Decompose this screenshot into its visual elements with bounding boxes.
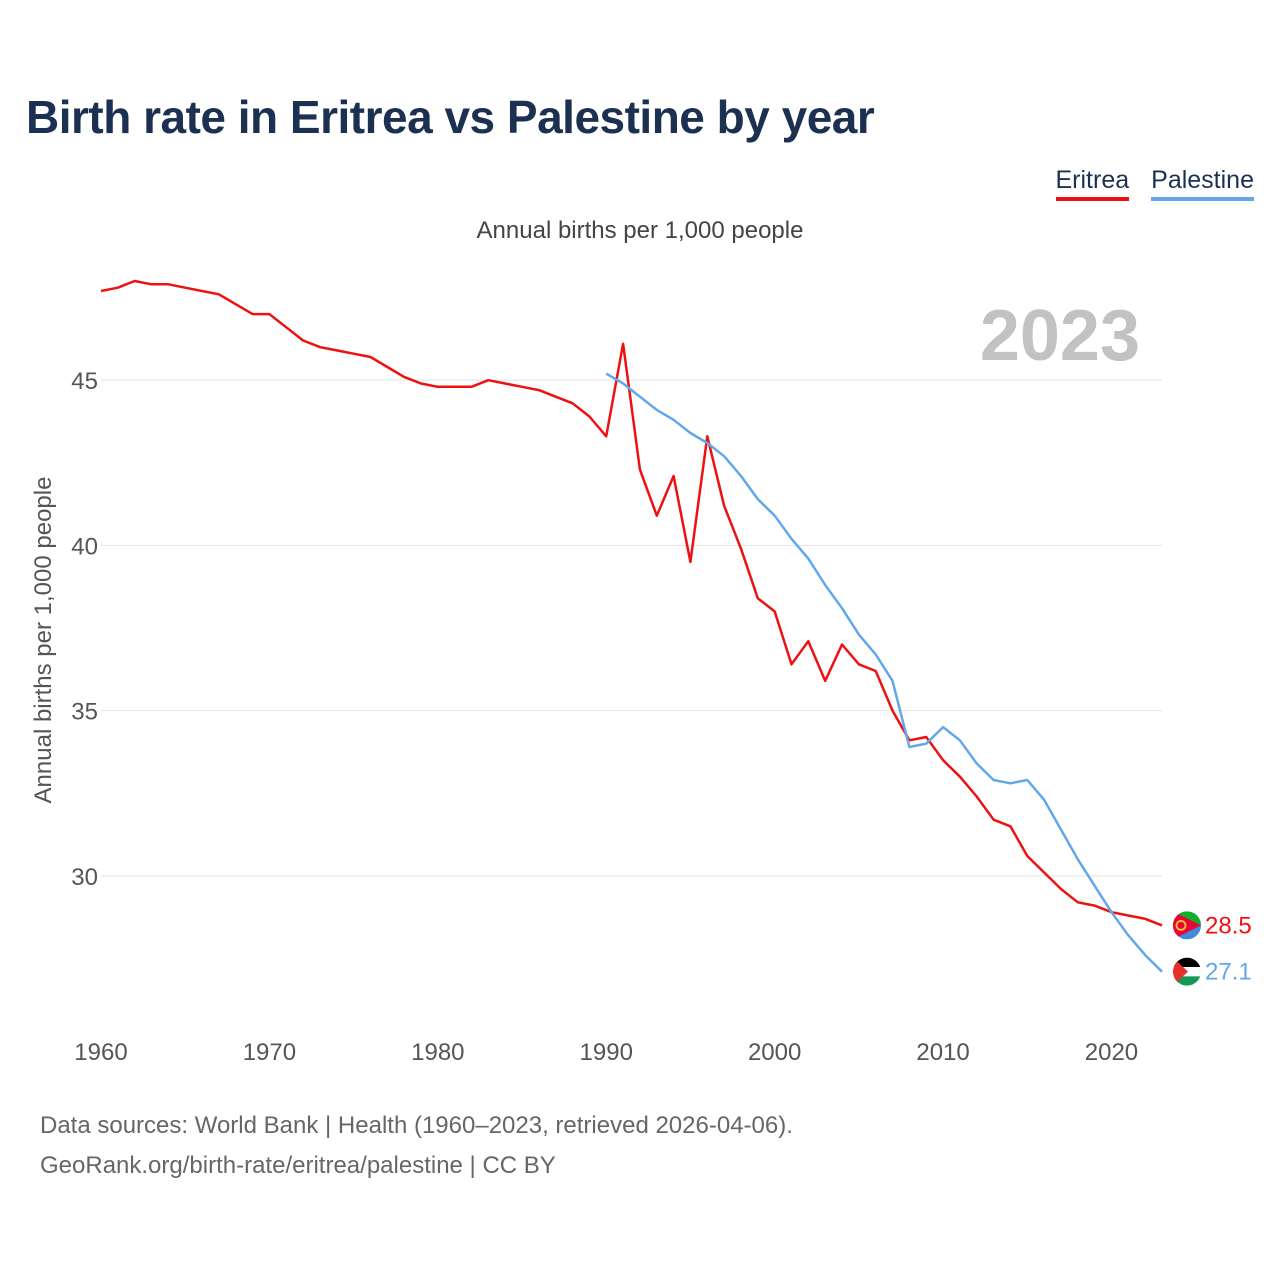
legend: Eritrea Palestine — [1055, 166, 1254, 201]
x-tick-label: 2000 — [748, 1039, 801, 1066]
x-tick-label: 1960 — [74, 1039, 127, 1066]
eritrea-flag-icon — [1173, 911, 1201, 940]
source-note: Data sources: World Bank | Health (1960–… — [40, 1112, 793, 1139]
footer: Data sources: World Bank | Health (1960–… — [40, 1106, 793, 1186]
y-axis-label: Annual births per 1,000 people — [30, 477, 57, 804]
x-tick-label: 1990 — [580, 1039, 633, 1066]
x-tick-label: 2010 — [916, 1039, 969, 1066]
y-tick-label: 30 — [71, 864, 98, 891]
grid-lines — [101, 379, 1162, 877]
source-url[interactable]: GeoRank.org/birth-rate/eritrea/palestine… — [40, 1152, 556, 1179]
x-axis-ticks: 1960 1970 1980 1990 2000 2010 2020 — [74, 1039, 1138, 1066]
chart-subtitle: Annual births per 1,000 people — [476, 217, 804, 244]
series-line-palestine[interactable] — [605, 372, 1163, 973]
chart-title: Birth rate in Eritrea vs Palestine by ye… — [26, 91, 875, 143]
series-line-eritrea[interactable] — [100, 279, 1163, 927]
series-lines — [100, 279, 1163, 973]
end-label-palestine: 27.1 — [1205, 959, 1252, 986]
legend-item-eritrea[interactable]: Eritrea — [1055, 166, 1130, 201]
x-tick-label: 1970 — [243, 1039, 296, 1066]
y-tick-label: 35 — [71, 699, 98, 726]
x-tick-label: 2020 — [1085, 1039, 1138, 1066]
legend-item-palestine[interactable]: Palestine — [1151, 166, 1254, 201]
y-tick-label: 45 — [71, 368, 98, 395]
palestine-flag-icon — [1173, 957, 1201, 986]
end-labels: 28.5 27.1 — [1173, 911, 1252, 986]
year-watermark: 2023 — [980, 296, 1140, 376]
x-tick-label: 1980 — [411, 1039, 464, 1066]
y-axis-ticks: 30 35 40 45 — [71, 368, 98, 891]
y-tick-label: 40 — [71, 533, 98, 560]
end-label-eritrea: 28.5 — [1205, 912, 1252, 939]
